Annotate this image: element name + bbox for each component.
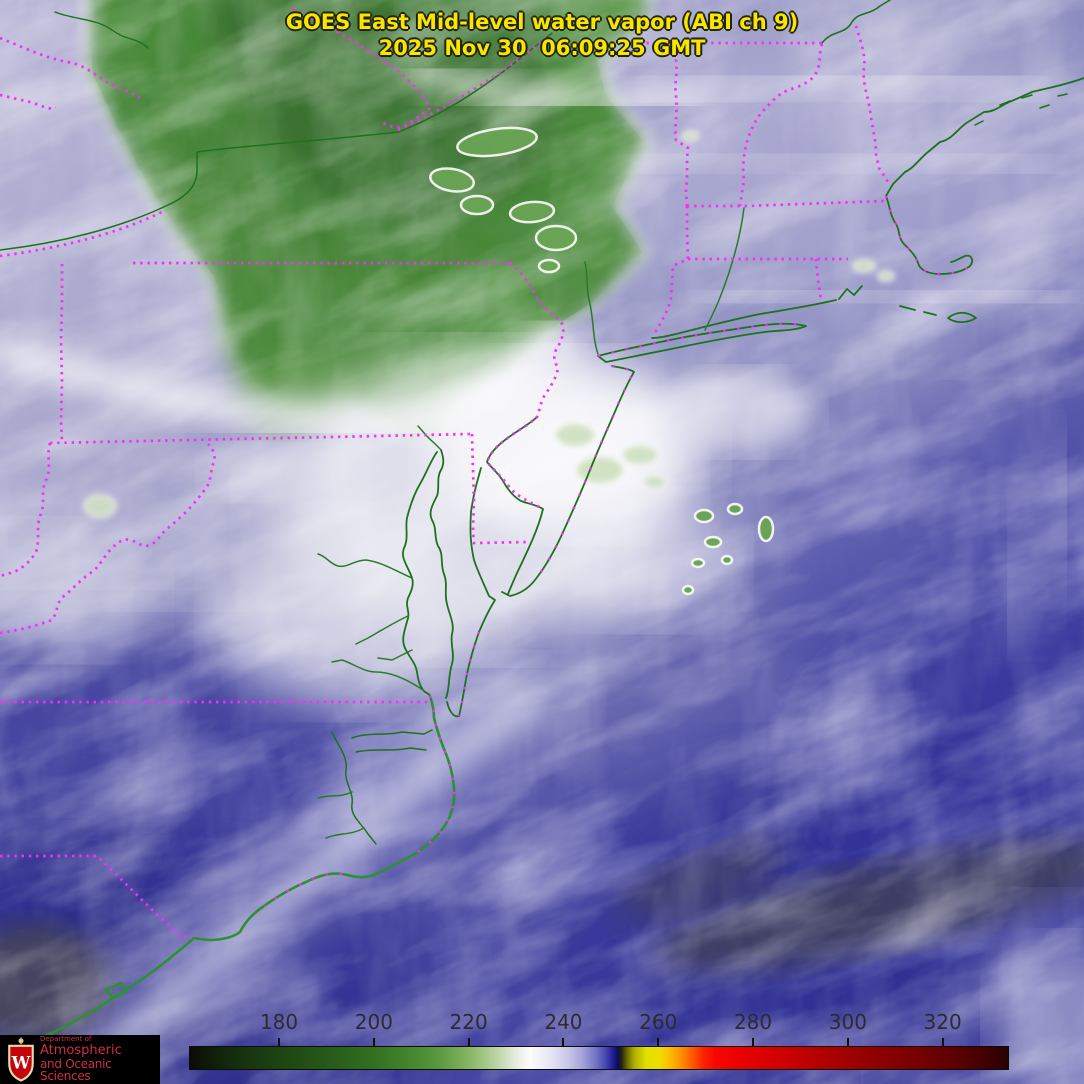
potomac-river [317,553,413,579]
logo-text: Department of Atmospheric and Oceanic Sc… [40,1034,160,1084]
colorbar-tick-label: 200 [354,1010,393,1034]
connecticut-shore [651,299,837,339]
border-ny-east [651,206,690,337]
border-ma-north [687,199,886,208]
colorbar-gradient [189,1046,1009,1070]
border-nh-me [854,25,890,183]
coastal-border-dots [263,195,971,908]
crest-monogram: W [11,1052,31,1072]
james-river [331,659,424,691]
border-delaware-md [470,433,531,545]
colorbar-tick-label: 240 [544,1010,583,1034]
delmarva-bay-shore [429,449,460,718]
colorbar-tick-label: 180 [259,1010,299,1034]
long-island [597,322,807,363]
colorbar-tick-label: 300 [828,1010,867,1034]
border-ny-vt [674,45,690,207]
colorbar-tick-label: 220 [449,1010,488,1034]
border-niagara [291,6,432,129]
colorbar-tick-mark [846,1038,849,1046]
border-wv-west [0,442,52,578]
maine-border-river [821,0,891,44]
york-river [377,649,413,661]
colorbar-tick-mark [278,1038,281,1046]
colorbar-tick-mark [562,1038,565,1046]
aos-logo: W Department of Atmospheric and Oceanic … [0,1035,160,1084]
maine-islands [974,93,1068,126]
logo-name-line1: Atmospheric [40,1043,122,1059]
pamlico-sound-shore [331,731,377,845]
border-nc-sc [0,854,193,940]
convective-cloud-blobs-strong [429,126,775,596]
chesapeake-west-shore [402,451,438,697]
state-borders [0,6,971,940]
colorbar-tick-marks [189,1038,1009,1046]
border-canada-nw [0,36,141,110]
uw-crest-icon: W [8,1037,34,1082]
border-oh-pa [59,264,64,443]
logo-department: Department of [40,1034,92,1043]
rappahannock-river [355,615,409,645]
rhode-island-bay [838,285,863,300]
hudson-river [584,261,599,355]
colorbar-tick-mark [941,1038,944,1046]
colorbar-tick-labels: 180 200 220 240 260 280 300 320 [189,1010,1009,1036]
albemarle-sound [351,729,433,753]
pamlico-river [317,791,353,799]
new-england-coast [885,77,1084,275]
colorbar-tick-label: 260 [639,1010,678,1034]
border-mason-dixon [49,432,471,445]
colorbar-tick-mark [372,1038,375,1046]
colorbar-tick-mark [657,1038,660,1046]
canada-lakeshore [54,11,149,49]
neuse-river [325,827,365,839]
colorbar: 180 200 220 240 260 280 300 320 [189,1010,1009,1072]
connecticut-river [704,207,745,331]
cape-fear-island [104,981,129,1000]
cape-islands [899,305,977,324]
new-jersey-coast [501,365,635,597]
logo-name-line2: and Oceanic Sciences [40,1056,112,1084]
border-wv-va [0,443,216,635]
border-nj-delaware-river [485,261,565,510]
colorbar-tick-label: 280 [733,1010,773,1034]
colorbar-tick-mark [752,1038,755,1046]
colorbar-tick-mark [467,1038,470,1046]
colorbar-tick-label: 320 [923,1010,962,1034]
